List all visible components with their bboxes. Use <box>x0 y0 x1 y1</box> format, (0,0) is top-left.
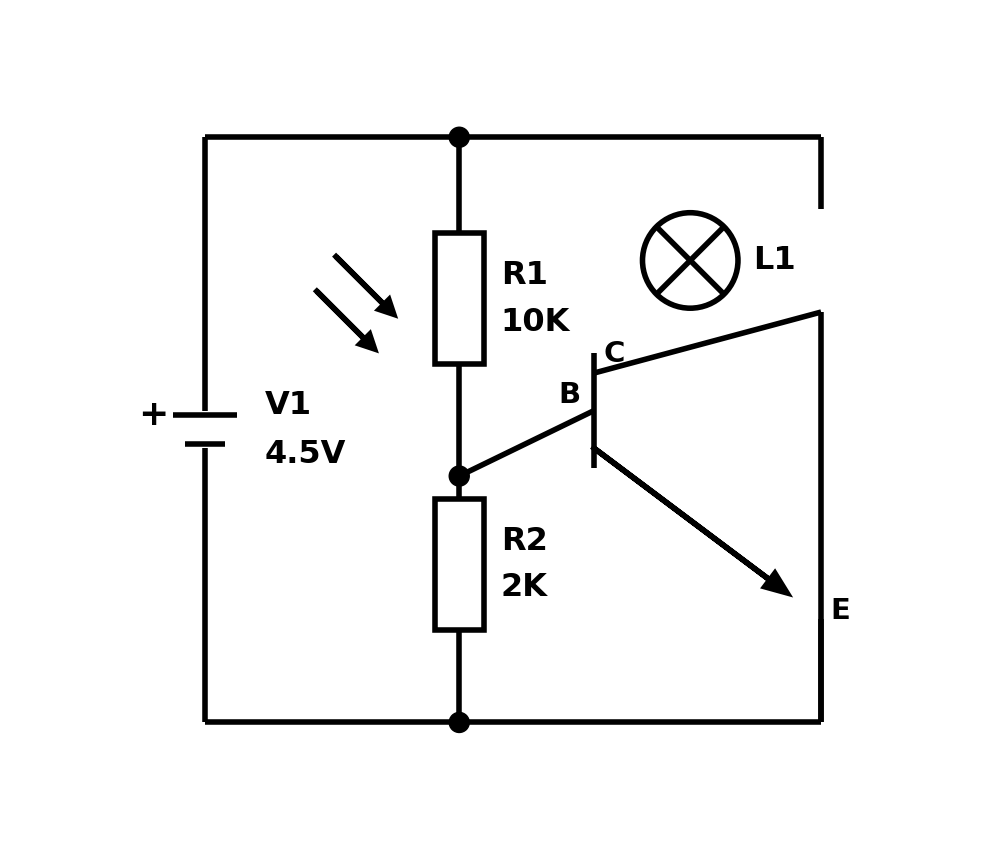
Text: R1: R1 <box>500 261 548 292</box>
Circle shape <box>642 213 738 308</box>
Text: 4.5V: 4.5V <box>264 439 346 470</box>
Text: 2K: 2K <box>500 572 548 603</box>
Text: 10K: 10K <box>500 307 570 338</box>
Text: E: E <box>830 597 850 625</box>
FancyArrow shape <box>594 448 787 593</box>
Text: C: C <box>603 339 624 368</box>
Text: +: + <box>139 398 169 433</box>
Circle shape <box>449 466 469 486</box>
Bar <box>434 499 483 630</box>
Text: R2: R2 <box>500 526 548 557</box>
Text: V1: V1 <box>264 390 312 421</box>
Text: B: B <box>558 381 580 410</box>
Circle shape <box>449 712 469 733</box>
FancyArrow shape <box>336 256 394 315</box>
FancyArrow shape <box>317 292 375 349</box>
Text: L1: L1 <box>754 245 796 276</box>
Circle shape <box>449 127 469 147</box>
Bar <box>434 233 483 364</box>
